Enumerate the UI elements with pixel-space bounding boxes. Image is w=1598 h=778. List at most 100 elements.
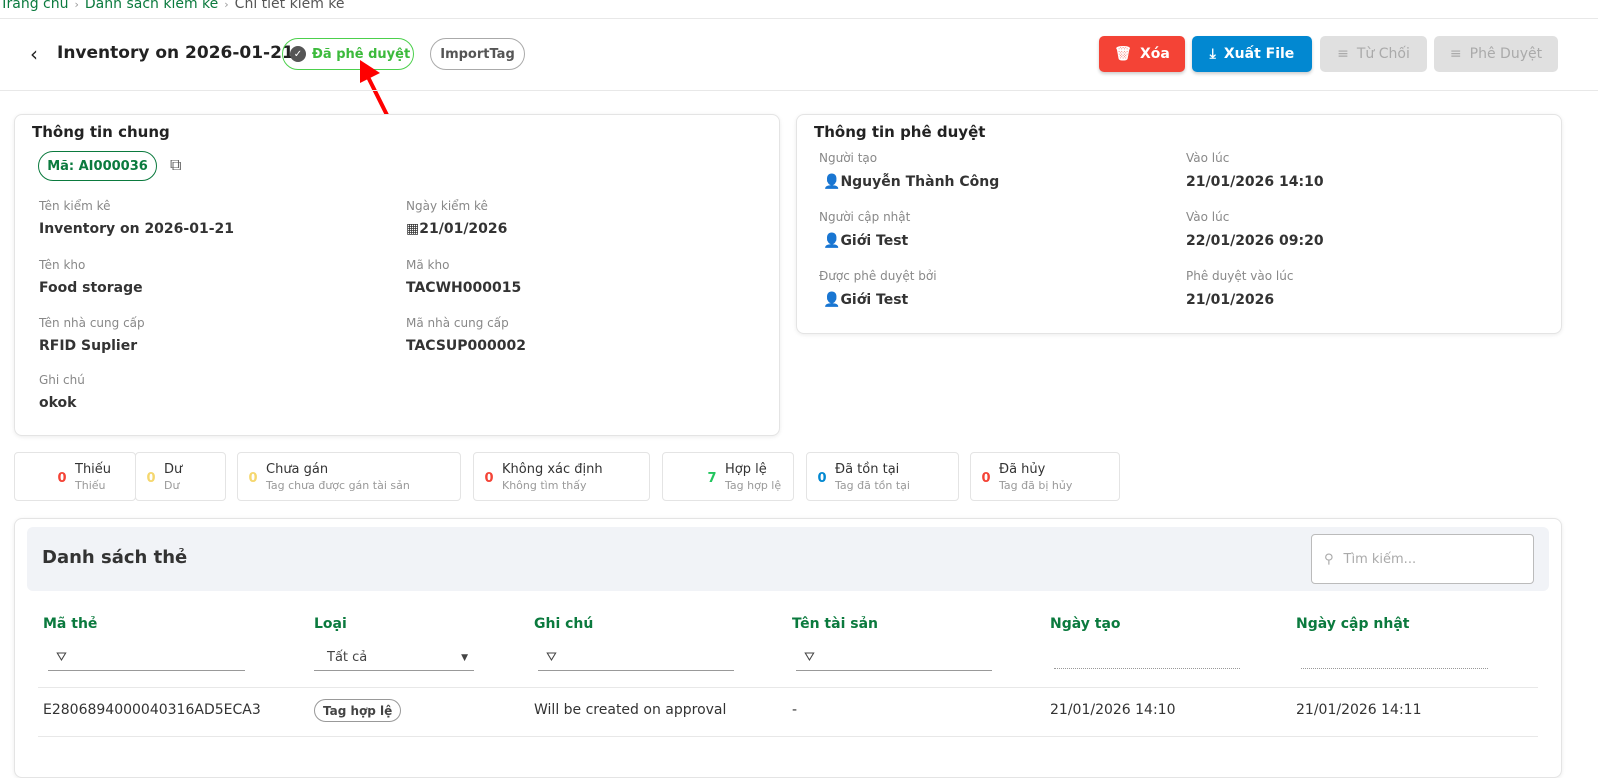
field-label: Vào lúc: [1186, 151, 1230, 165]
field-value: Food storage: [39, 280, 143, 296]
card-title: Thông tin chung: [32, 123, 170, 141]
field-value: RFID Suplier: [39, 338, 138, 354]
column-header[interactable]: Ngày tạo: [1050, 616, 1121, 632]
field-label: Mã nhà cung cấp: [406, 316, 509, 330]
stat-card[interactable]: 0 Thiếu Thiếu: [14, 452, 136, 501]
stat-card[interactable]: 0 Không xác định Không tìm thấy: [473, 452, 650, 501]
table-header-band: [27, 527, 1549, 591]
asset-filter-input[interactable]: ⛛: [796, 645, 992, 671]
field-value: 21/01/2026: [419, 221, 508, 237]
general-info-card: Thông tin chung Mã: AI000036 ⧉ Tên kiểm …: [14, 114, 780, 436]
stat-title: Thiếu: [75, 462, 112, 477]
stat-title: Đã hủy: [999, 462, 1046, 477]
stat-card[interactable]: 0 Đã tồn tại Tag đã tồn tại: [806, 452, 959, 501]
field-value: 21/01/2026 14:10: [1186, 174, 1324, 190]
field-label: Ghi chú: [39, 373, 85, 387]
type-chip: Tag hợp lệ: [314, 699, 402, 722]
cell-code: E2806894000040316AD5ECA3: [43, 702, 261, 718]
field-value: 22/01/2026 09:20: [1186, 233, 1324, 249]
breadcrumb-home[interactable]: Trang chủ: [0, 0, 69, 12]
filter-icon: ⛛: [546, 650, 557, 665]
created-date-filter[interactable]: [1054, 668, 1240, 669]
column-header[interactable]: Loại: [314, 616, 347, 632]
divider: [38, 687, 1538, 688]
column-header[interactable]: Ghi chú: [534, 616, 594, 632]
reject-label: Từ Chối: [1356, 46, 1410, 62]
edit-note-icon: ≡: [1449, 46, 1462, 62]
stat-subtitle: Tag đã tồn tại: [835, 479, 910, 492]
reject-button[interactable]: ≡ Từ Chối: [1320, 36, 1427, 72]
field-label: Tên kiểm kê: [39, 199, 111, 213]
updated-date-filter[interactable]: [1301, 668, 1488, 669]
field-label: Mã kho: [406, 258, 450, 272]
stat-count: 0: [146, 471, 156, 486]
cell-asset: -: [792, 702, 798, 718]
field-value: Giới Test: [840, 233, 909, 249]
code-chip: Mã: AI000036: [38, 151, 157, 181]
stat-subtitle: Dư: [164, 479, 180, 492]
export-label: Xuất File: [1223, 46, 1295, 62]
field-label: Vào lúc: [1186, 210, 1230, 224]
stat-subtitle: Tag hợp lệ: [725, 479, 782, 492]
stat-count: 0: [248, 471, 258, 486]
check-circle-icon: ✓: [290, 46, 306, 62]
divider: [38, 736, 1538, 737]
stat-count: 7: [707, 471, 717, 486]
field-label: Được phê duyệt bởi: [819, 269, 937, 283]
search-input[interactable]: ⚲ Tìm kiếm...: [1311, 534, 1534, 584]
stat-card[interactable]: 7 Hợp lệ Tag hợp lệ: [662, 452, 794, 501]
note-filter-input[interactable]: ⛛: [538, 645, 734, 671]
cell-created: 21/01/2026 14:10: [1050, 702, 1176, 718]
column-header[interactable]: Tên tài sản: [792, 616, 878, 632]
field-value: TACSUP000002: [406, 338, 526, 354]
field-value: TACWH000015: [406, 280, 522, 296]
field-label: Tên kho: [39, 258, 86, 272]
page-title: Inventory on 2026-01-21: [57, 43, 294, 63]
breadcrumb-current: Chi tiết kiểm kê: [234, 0, 345, 12]
filter-icon: ⛛: [56, 650, 67, 665]
field-value: 21/01/2026: [1186, 292, 1275, 308]
stat-count: 0: [981, 471, 991, 486]
code-filter-input[interactable]: ⛛: [48, 645, 245, 671]
column-header[interactable]: Mã thẻ: [43, 616, 98, 632]
stat-title: Hợp lệ: [725, 462, 767, 477]
back-icon[interactable]: ‹: [30, 42, 38, 66]
field-label: Người cập nhật: [819, 210, 911, 224]
person-icon: 👤: [823, 233, 841, 249]
stat-title: Không xác định: [502, 462, 603, 477]
delete-label: Xóa: [1139, 46, 1170, 62]
cell-note: Will be created on approval: [534, 702, 727, 718]
field-label: Phê duyệt vào lúc: [1186, 269, 1294, 283]
field-label: Tên nhà cung cấp: [39, 316, 145, 330]
stat-title: Chưa gán: [266, 462, 329, 477]
field-value: Inventory on 2026-01-21: [39, 221, 234, 237]
import-tag-button[interactable]: ImportTag: [430, 38, 525, 70]
breadcrumb-list[interactable]: Danh sách kiểm kê: [84, 0, 219, 12]
status-badge: ✓ Đã phê duyệt: [282, 38, 414, 70]
type-filter-select[interactable]: Tất cả ▼: [314, 645, 474, 671]
column-header[interactable]: Ngày cập nhật: [1296, 616, 1410, 632]
stat-subtitle: Không tìm thấy: [502, 479, 587, 492]
breadcrumb: Trang chủ › Danh sách kiểm kê › Chi tiết kiể…: [0, 0, 345, 12]
stat-card[interactable]: 0 Chưa gán Tag chưa được gán tài sản: [237, 452, 461, 501]
search-icon: ⚲: [1324, 551, 1334, 567]
person-icon: 👤: [823, 174, 841, 190]
stat-count: 0: [57, 471, 67, 486]
cell-updated: 21/01/2026 14:11: [1296, 702, 1422, 718]
export-button[interactable]: ⤓ Xuất File: [1192, 36, 1312, 72]
copy-icon[interactable]: ⧉: [170, 155, 182, 174]
approve-label: Phê Duyệt: [1469, 46, 1543, 62]
stat-card[interactable]: 0 Dư Dư: [135, 452, 226, 501]
search-placeholder: Tìm kiếm...: [1343, 551, 1417, 567]
stat-subtitle: Tag đã bị hủy: [999, 479, 1073, 492]
dropdown-arrow-icon: ▼: [461, 652, 468, 663]
approve-button[interactable]: ≡ Phê Duyệt: [1434, 36, 1558, 72]
download-icon: ⤓: [1209, 46, 1216, 62]
red-arrow-annotation: [360, 60, 390, 118]
field-label: Người tạo: [819, 151, 878, 165]
delete-button[interactable]: 🗑 Xóa: [1099, 36, 1185, 72]
stat-count: 0: [484, 471, 494, 486]
field-value: Giới Test: [840, 292, 909, 308]
filter-icon: ⛛: [804, 650, 815, 665]
stat-card[interactable]: 0 Đã hủy Tag đã bị hủy: [970, 452, 1120, 501]
